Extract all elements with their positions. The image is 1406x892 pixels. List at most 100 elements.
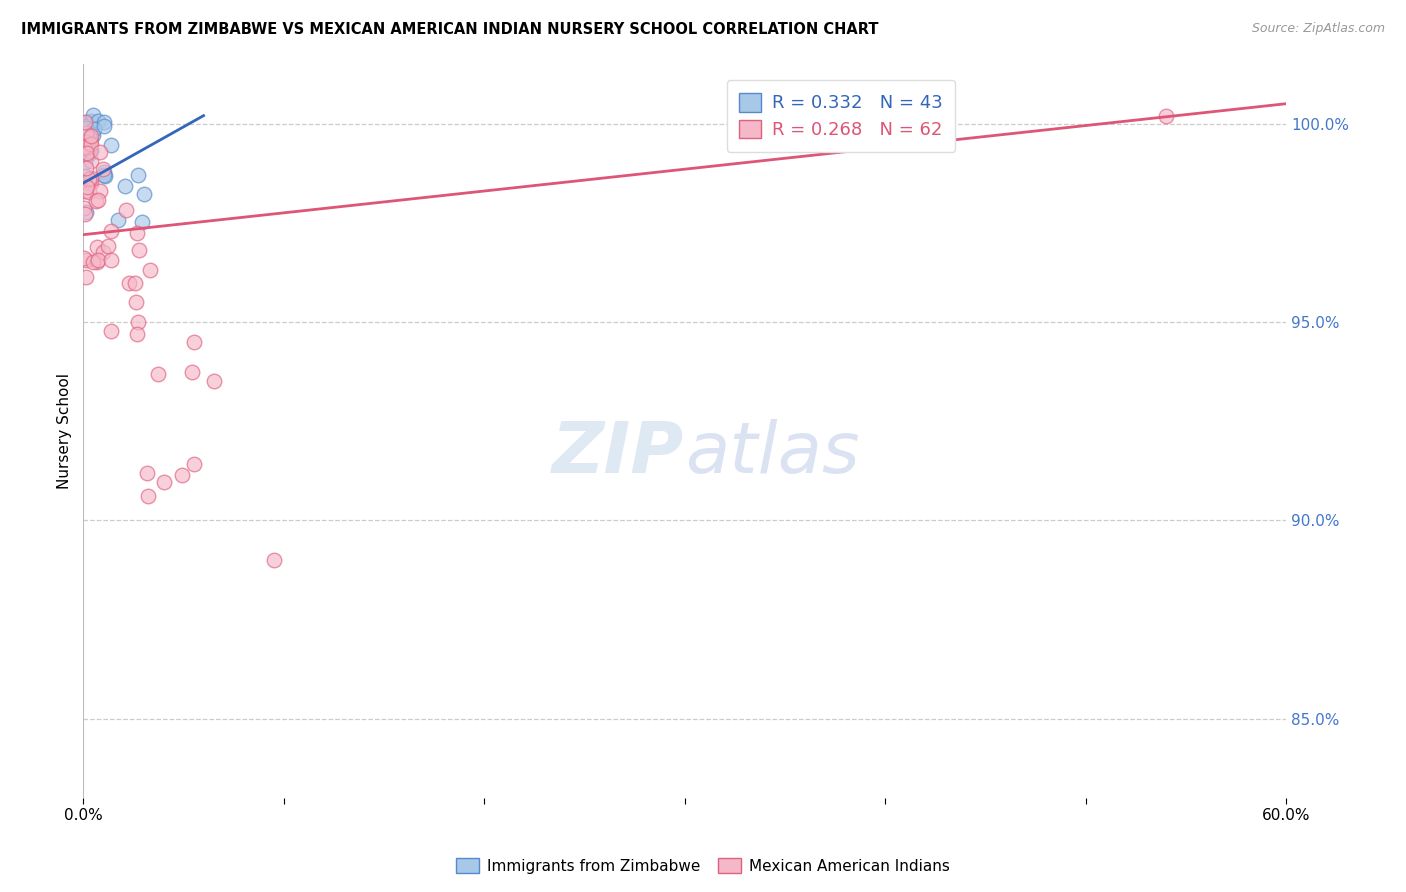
Point: [114, 179, 136, 194]
Point: [80, 154, 103, 169]
Point: [80, 124, 103, 138]
Point: [79, 135, 101, 149]
Point: [1154, 109, 1177, 123]
Point: [80, 136, 103, 151]
Point: [89, 145, 111, 159]
Point: [100, 138, 122, 153]
Point: [97, 239, 120, 253]
Point: [115, 203, 138, 218]
Point: [86, 255, 108, 269]
Point: [77, 172, 100, 186]
Text: IMMIGRANTS FROM ZIMBABWE VS MEXICAN AMERICAN INDIAN NURSERY SCHOOL CORRELATION C: IMMIGRANTS FROM ZIMBABWE VS MEXICAN AMER…: [21, 22, 879, 37]
Point: [80, 171, 103, 186]
Point: [170, 468, 193, 483]
Point: [82, 128, 104, 142]
Point: [93, 114, 115, 128]
Point: [82, 255, 104, 269]
Point: [75, 121, 97, 136]
Point: [89, 184, 111, 198]
Point: [93, 120, 115, 134]
Text: atlas: atlas: [685, 418, 859, 488]
Point: [124, 276, 146, 290]
Point: [86, 240, 108, 254]
Text: Source: ZipAtlas.com: Source: ZipAtlas.com: [1251, 22, 1385, 36]
Point: [75, 135, 97, 149]
Point: [131, 215, 153, 229]
Point: [75, 169, 97, 183]
Point: [127, 315, 149, 329]
Point: [202, 375, 225, 389]
Point: [87, 114, 110, 128]
Point: [84, 194, 107, 208]
Point: [73, 201, 96, 215]
Point: [79, 137, 101, 152]
Point: [77, 185, 100, 199]
Point: [127, 169, 149, 183]
Point: [75, 205, 97, 219]
Point: [77, 124, 100, 138]
Point: [93, 169, 115, 183]
Point: [73, 251, 96, 265]
Point: [127, 327, 149, 342]
Point: [79, 147, 101, 161]
Point: [73, 128, 96, 143]
Point: [153, 475, 176, 489]
Point: [107, 213, 129, 227]
Point: [79, 144, 101, 158]
Point: [73, 177, 96, 191]
Point: [79, 113, 101, 128]
Point: [146, 367, 169, 381]
Point: [86, 193, 108, 207]
Legend: R = 0.332   N = 43, R = 0.268   N = 62: R = 0.332 N = 43, R = 0.268 N = 62: [727, 80, 955, 152]
Text: ZIP: ZIP: [553, 418, 685, 488]
Point: [75, 161, 97, 175]
Point: [76, 145, 98, 160]
Point: [125, 294, 148, 309]
Point: [76, 130, 98, 145]
Point: [75, 207, 97, 221]
Legend: Immigrants from Zimbabwe, Mexican American Indians: Immigrants from Zimbabwe, Mexican Americ…: [450, 852, 956, 880]
Y-axis label: Nursery School: Nursery School: [58, 373, 72, 489]
Point: [83, 122, 105, 136]
Point: [75, 119, 97, 133]
Point: [79, 145, 101, 159]
Point: [183, 334, 205, 349]
Point: [79, 176, 101, 190]
Point: [82, 108, 104, 122]
Point: [75, 128, 97, 142]
Point: [73, 135, 96, 149]
Point: [76, 270, 98, 285]
Point: [138, 262, 160, 277]
Point: [76, 180, 98, 194]
Point: [86, 252, 108, 267]
Point: [100, 324, 122, 338]
Point: [73, 133, 96, 147]
Point: [79, 132, 101, 146]
Point: [75, 253, 97, 268]
Point: [75, 134, 97, 148]
Point: [73, 140, 96, 154]
Point: [76, 114, 98, 128]
Point: [263, 553, 285, 567]
Point: [183, 457, 205, 471]
Point: [100, 252, 122, 267]
Point: [136, 489, 159, 503]
Point: [75, 126, 97, 140]
Point: [75, 144, 97, 158]
Point: [73, 123, 96, 137]
Point: [80, 143, 103, 157]
Point: [94, 169, 117, 183]
Point: [80, 128, 103, 143]
Point: [93, 165, 115, 179]
Point: [91, 244, 114, 259]
Point: [79, 130, 101, 145]
Point: [73, 138, 96, 153]
Point: [91, 161, 114, 176]
Point: [73, 184, 96, 198]
Point: [118, 277, 141, 291]
Point: [134, 187, 156, 202]
Point: [75, 114, 97, 128]
Point: [77, 125, 100, 139]
Point: [100, 225, 122, 239]
Point: [128, 243, 150, 257]
